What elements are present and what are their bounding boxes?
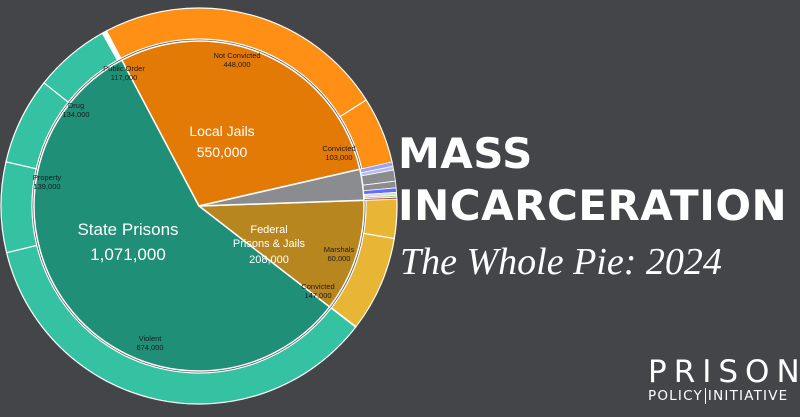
headline: MASS INCARCERATION [398, 128, 787, 232]
subvalue-public-order: 117,000 [111, 73, 138, 82]
sublabel-violent: Violent [139, 334, 163, 343]
outer-slice-public-order [43, 32, 119, 103]
inner-slice-federal-prisons-jails [196, 199, 365, 308]
inner-slice-local-jails [120, 40, 361, 207]
subvalue-drug: 134,000 [62, 110, 89, 119]
subvalue-not-convicted: 448,000 [223, 60, 250, 69]
federal-value: 208,000 [249, 254, 289, 266]
state-prisons-value: 1,071,000 [90, 245, 166, 264]
subtitle: The Whole Pie: 2024 [400, 241, 722, 283]
slice-labels: State Prisons 1,071,000 Local Jails 550,000… [33, 51, 356, 352]
state-prisons-label: State Prisons [77, 220, 178, 239]
subvalue-marshals: 60,000 [328, 254, 351, 263]
inner-slice-state-prisons [33, 59, 331, 372]
local-jails-label: Local Jails [189, 123, 254, 139]
outer-slice-marshals [363, 198, 398, 240]
logo-word-prison: PRISON [648, 354, 800, 390]
sublabel-public-order: Public Order [103, 64, 145, 73]
sublabel-convicted: Convicted [322, 144, 355, 153]
outer-slice-property [0, 161, 38, 254]
sublabel-convicted: Convicted [301, 282, 334, 291]
federal-label-line1: Federal [250, 224, 287, 236]
sublabel-marshals: Marshals [324, 245, 355, 254]
logo-word-policy-initiative: POLICY INITIATIVE [648, 388, 788, 404]
federal-label-line2: Prisons & Jails [233, 238, 306, 250]
title-line-1: MASS [398, 129, 533, 178]
logo-word-policy: POLICY [648, 388, 703, 404]
outer-slice-violent [5, 244, 357, 405]
subvalue-convicted: 103,000 [325, 153, 352, 162]
subvalue-violent: 674,000 [136, 343, 163, 352]
outer-slice-drug [5, 81, 70, 170]
local-jails-value: 550,000 [197, 144, 248, 160]
outer-slice-convicted [339, 99, 393, 171]
sublabel-not-convicted: Not Convicted [213, 51, 260, 60]
subvalue-convicted: 147,000 [304, 291, 331, 300]
inner-pie [33, 40, 365, 372]
outer-slice-convicted [330, 232, 396, 328]
title-line-2: INCARCERATION [398, 181, 788, 230]
subvalue-property: 139,000 [33, 182, 60, 191]
sublabel-drug: Drug [68, 101, 84, 110]
prison-policy-initiative-logo[interactable]: PRISON POLICY INITIATIVE [648, 354, 800, 404]
inner-slice-other-unlabeled [198, 168, 365, 207]
outer-slice-not-convicted [105, 7, 368, 118]
sublabel-property: Property [33, 173, 62, 182]
logo-word-initiative: INITIATIVE [707, 388, 789, 404]
